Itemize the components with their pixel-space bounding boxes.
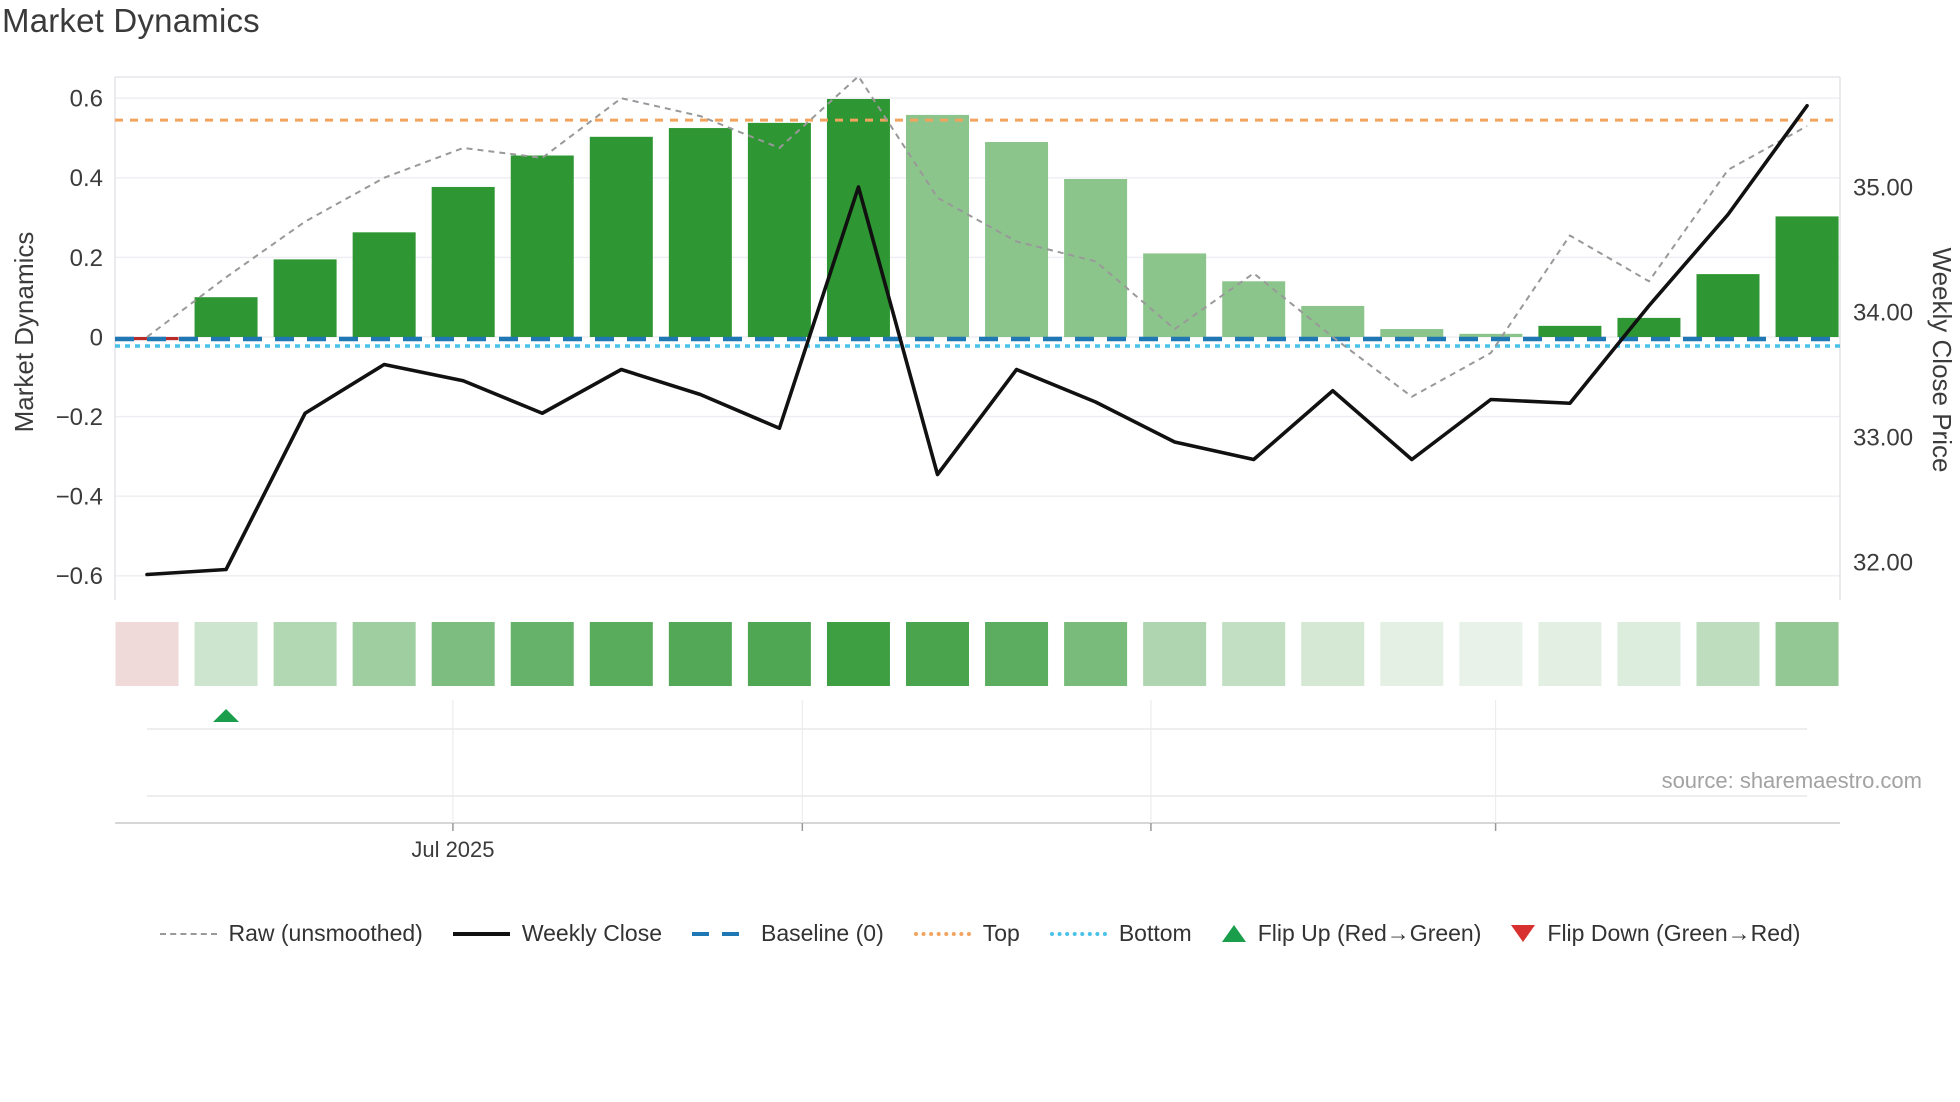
- right-tick-label: 35.00: [1853, 174, 1913, 201]
- heatmap-cell[interactable]: [431, 622, 495, 686]
- chart-title: Market Dynamics: [2, 2, 260, 39]
- bar[interactable]: [1301, 305, 1365, 337]
- heatmap-cell[interactable]: [826, 622, 890, 686]
- bar[interactable]: [1143, 253, 1207, 337]
- heatmap-cell[interactable]: [1617, 622, 1681, 686]
- raw-line[interactable]: [146, 75, 1808, 398]
- heatmap-strip: [115, 622, 1839, 686]
- legend: Raw (unsmoothed) Weekly Close Baseline (0)…: [0, 920, 1960, 947]
- legend-item-raw-unsmoothed[interactable]: Raw (unsmoothed): [159, 920, 423, 947]
- left-tick-label: −0.4: [56, 484, 103, 511]
- left-tick-label: 0.6: [70, 86, 103, 113]
- legend-label: Flip Up (Red→Green): [1257, 920, 1482, 946]
- weekly-close-line[interactable]: [145, 103, 1809, 577]
- legend-item-bottom[interactable]: Bottom: [1049, 920, 1192, 947]
- left-tick-label: 0.4: [70, 165, 103, 192]
- bar[interactable]: [431, 186, 495, 337]
- heatmap-cell[interactable]: [115, 622, 179, 686]
- bar[interactable]: [1696, 274, 1760, 337]
- right-tick-label: 34.00: [1853, 299, 1913, 326]
- x-tick-label: Jul 2025: [411, 837, 494, 862]
- triangle-down-icon: [1511, 925, 1536, 942]
- bar[interactable]: [906, 114, 969, 337]
- solid-line-swatch: [452, 931, 510, 936]
- heatmap-cell[interactable]: [1143, 622, 1207, 686]
- heatmap-cell[interactable]: [273, 622, 337, 686]
- bar[interactable]: [826, 98, 890, 337]
- legend-label: Baseline (0): [761, 920, 884, 946]
- bar[interactable]: [1775, 216, 1839, 337]
- bar[interactable]: [194, 297, 258, 337]
- legend-label: Weekly Close: [521, 920, 662, 946]
- heatmap-cell[interactable]: [1380, 622, 1444, 686]
- bar[interactable]: [1064, 178, 1128, 337]
- heatmap-cell[interactable]: [1064, 622, 1128, 686]
- heatmap-cell[interactable]: [194, 622, 258, 686]
- bar[interactable]: [510, 155, 574, 337]
- heatmap-cell[interactable]: [1696, 622, 1760, 686]
- heatmap-cell[interactable]: [906, 622, 969, 686]
- bar[interactable]: [985, 141, 1049, 337]
- heatmap-cell[interactable]: [589, 622, 653, 686]
- left-tick-label: 0: [90, 324, 103, 351]
- dotted-line-swatch: [913, 931, 971, 936]
- flip-up-marker[interactable]: [213, 709, 240, 722]
- bar[interactable]: [668, 128, 732, 337]
- legend-item-baseline-0[interactable]: Baseline (0): [692, 920, 884, 947]
- left-tick-label: 0.2: [70, 245, 103, 272]
- bar[interactable]: [589, 136, 653, 337]
- legend-item-weekly-close[interactable]: Weekly Close: [452, 920, 662, 947]
- heatmap-cell[interactable]: [510, 622, 574, 686]
- triangle-up-icon: [1221, 925, 1246, 942]
- heatmap-cell[interactable]: [352, 622, 416, 686]
- legend-item-top[interactable]: Top: [913, 920, 1020, 947]
- heatmap-cell[interactable]: [1301, 622, 1365, 686]
- long-dash-swatch: [692, 931, 749, 936]
- bar[interactable]: [1459, 333, 1523, 337]
- heatmap-cell[interactable]: [668, 622, 732, 686]
- bar[interactable]: [1538, 325, 1602, 337]
- legend-label: Top: [982, 920, 1020, 946]
- legend-label: Raw (unsmoothed): [228, 920, 423, 946]
- source-note: source: sharemaestro.com: [1661, 768, 1922, 793]
- bar[interactable]: [352, 232, 416, 337]
- heatmap-cell[interactable]: [1459, 622, 1523, 686]
- legend-item-flip-up-red-green[interactable]: Flip Up (Red→Green): [1221, 920, 1482, 947]
- right-tick-label: 32.00: [1853, 549, 1913, 576]
- bars-group: [115, 98, 1839, 341]
- right-tick-label: 33.00: [1853, 424, 1913, 451]
- dashed-line-swatch: [159, 932, 217, 935]
- heatmap-cell[interactable]: [985, 622, 1049, 686]
- left-tick-label: −0.6: [56, 563, 103, 590]
- bar[interactable]: [273, 259, 337, 337]
- heatmap-cell[interactable]: [747, 622, 811, 686]
- legend-item-flip-down-green-red[interactable]: Flip Down (Green→Red): [1511, 920, 1800, 947]
- left-tick-label: −0.2: [56, 404, 103, 431]
- legend-label: Bottom: [1118, 920, 1192, 946]
- heatmap-cell[interactable]: [1222, 622, 1286, 686]
- heatmap-cell[interactable]: [1775, 622, 1839, 686]
- dotted-line-swatch: [1049, 931, 1107, 936]
- bar[interactable]: [747, 122, 811, 337]
- heatmap-cell[interactable]: [1538, 622, 1602, 686]
- legend-label: Flip Down (Green→Red): [1547, 920, 1801, 946]
- bar[interactable]: [1380, 329, 1444, 337]
